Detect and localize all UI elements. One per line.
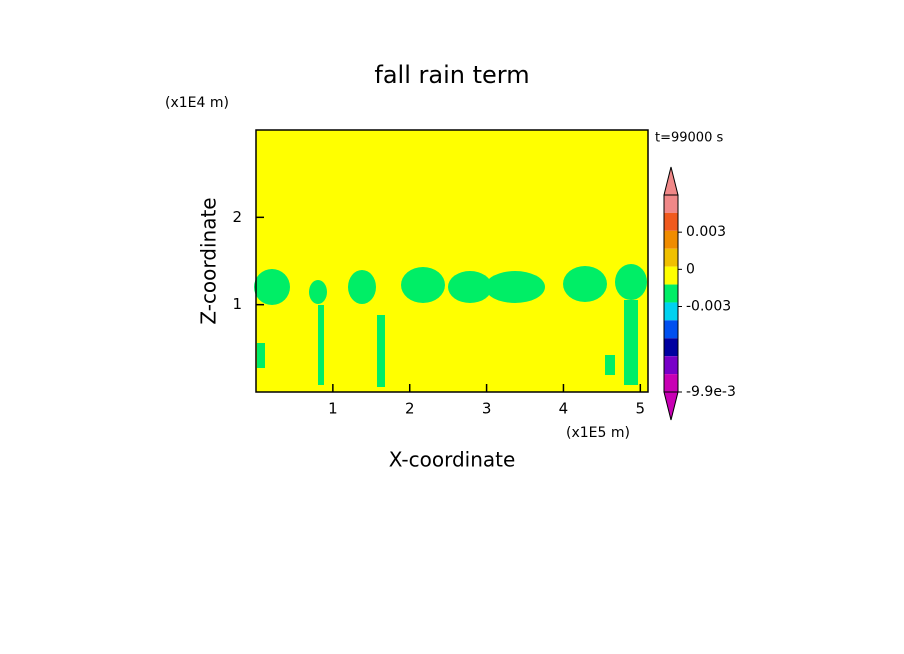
y-unit: (x1E4 m): [165, 95, 229, 111]
colorbar-tick-label: 0.003: [686, 224, 726, 240]
y-axis-label: Z-coordinate: [197, 197, 221, 324]
colorbar-box: [664, 284, 678, 303]
x-tick-label: 4: [559, 400, 569, 418]
x-tick-label: 2: [405, 400, 415, 418]
colorbar-box: [664, 320, 678, 339]
y-tick-label: 1: [232, 295, 242, 313]
colorbar-box: [664, 356, 678, 375]
colorbar-cap: [663, 166, 679, 196]
x-tick-label: 5: [636, 400, 646, 418]
x-axis-label: X-coordinate: [389, 448, 516, 472]
colorbar-box: [664, 230, 678, 249]
chart-title: fall rain term: [374, 61, 529, 89]
plot-background: [256, 130, 648, 392]
colorbar-tick-label: -0.003: [686, 299, 731, 315]
x-unit: (x1E5 m): [566, 425, 630, 441]
colorbar-box: [664, 266, 678, 285]
contour-regions: [254, 264, 647, 387]
x-tick-label: 1: [328, 400, 338, 418]
colorbar-box: [664, 212, 678, 231]
y-tick-label: 2: [232, 208, 242, 226]
colorbar-box: [664, 338, 678, 357]
colorbar-box: [664, 302, 678, 321]
colorbar-cap: [663, 391, 679, 421]
colorbar-frame: [663, 194, 679, 393]
x-tick-label: 3: [482, 400, 492, 418]
colorbar-tick-label: -9.9e-3: [686, 384, 736, 400]
plot-frame: [255, 129, 649, 393]
colorbar-box: [664, 248, 678, 267]
annotation: t=99000 s: [655, 131, 723, 146]
colorbar-box: [664, 195, 678, 213]
colorbar-tick-label: 0: [686, 261, 695, 277]
colorbar-box: [664, 374, 678, 392]
